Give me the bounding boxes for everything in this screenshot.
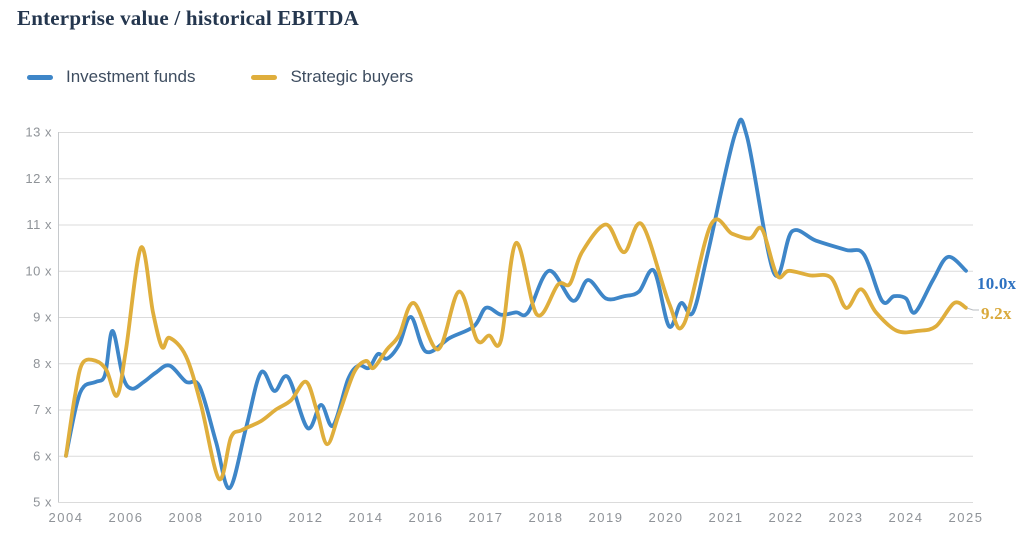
- legend-item-investment-funds[interactable]: Investment funds: [27, 67, 195, 87]
- x-tick-label: 2025: [949, 510, 984, 525]
- y-tick-label: 8 x: [33, 356, 52, 371]
- y-tick-label: 12 x: [25, 171, 52, 186]
- x-tick-label: 2021: [709, 510, 744, 525]
- y-tick-label: 10 x: [25, 263, 52, 278]
- legend-label-strategic-buyers: Strategic buyers: [290, 67, 414, 86]
- series-line-strategic-buyers[interactable]: [64, 217, 968, 481]
- x-tick-label: 2019: [589, 510, 624, 525]
- x-tick-label: 2008: [169, 510, 204, 525]
- chart-title: Enterprise value / historical EBITDA: [17, 6, 360, 30]
- y-tick-label: 7 x: [33, 402, 52, 417]
- x-tick-label: 2010: [229, 510, 264, 525]
- x-tick-label: 2004: [49, 510, 84, 525]
- x-tick-label: 2012: [289, 510, 324, 525]
- legend-item-strategic-buyers[interactable]: Strategic buyers: [251, 67, 413, 87]
- legend-line-swatch-blue: [27, 74, 53, 80]
- x-tick-label: 2022: [769, 510, 804, 525]
- x-tick-label: 2023: [829, 510, 864, 525]
- x-tick-label: 2017: [469, 510, 504, 525]
- x-tick-label: 2024: [889, 510, 924, 525]
- x-tick-label: 2020: [649, 510, 684, 525]
- legend: Investment funds Strategic buyers: [27, 67, 413, 87]
- y-tick-label: 6 x: [33, 448, 52, 463]
- end-label-leader-line: [966, 307, 979, 311]
- end-label-investment-funds: 10.0x: [977, 274, 1017, 293]
- legend-line-swatch-gold: [251, 74, 278, 80]
- y-tick-label: 9 x: [33, 310, 52, 325]
- legend-label-investment-funds: Investment funds: [66, 67, 196, 86]
- y-tick-label: 5 x: [33, 495, 52, 510]
- x-tick-label: 2016: [409, 510, 444, 525]
- y-tick-label: 13 x: [25, 125, 52, 140]
- series-line-investment-funds[interactable]: [64, 117, 968, 491]
- x-tick-label: 2006: [109, 510, 144, 525]
- end-label-strategic-buyers: 9.2x: [981, 304, 1012, 323]
- y-tick-label: 11 x: [26, 217, 52, 232]
- x-tick-label: 2018: [529, 510, 564, 525]
- x-tick-label: 2014: [349, 510, 384, 525]
